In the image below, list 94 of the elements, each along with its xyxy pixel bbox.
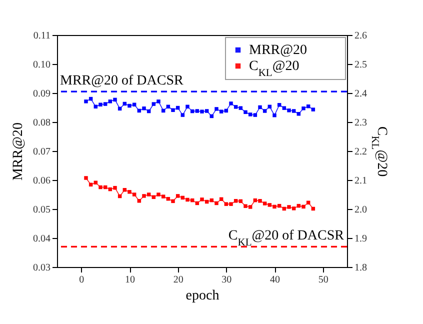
ref-line-label: MRR@20 of DACSR (60, 74, 184, 89)
point (238, 106, 243, 110)
point (176, 194, 180, 198)
point (132, 192, 136, 196)
point (214, 107, 218, 111)
point (224, 202, 228, 206)
point (282, 106, 286, 110)
x-axis-title: epoch (186, 288, 220, 304)
legend-label: MRR@20 (249, 43, 308, 58)
point (180, 113, 185, 117)
point (292, 109, 296, 113)
y-tick-label: 0.04 (33, 234, 50, 244)
point (287, 108, 291, 112)
point (214, 201, 218, 206)
point (128, 104, 132, 108)
point (248, 205, 252, 209)
point (296, 112, 301, 116)
y-tick-label: 0.11 (33, 30, 50, 42)
point (186, 104, 190, 108)
point (103, 102, 108, 106)
legend-label: C$_{KL}$@20 (249, 59, 300, 78)
y-tick-label: 0.06 (33, 176, 50, 186)
x-tick-label: 30 (222, 274, 232, 286)
point (234, 105, 238, 109)
point (306, 200, 310, 204)
point (108, 100, 112, 104)
x-tick-label: 40 (270, 274, 280, 286)
point (146, 192, 151, 196)
point (152, 195, 156, 199)
point (219, 110, 224, 114)
y2-tick-label: 2.5 (354, 60, 367, 70)
point (272, 113, 276, 118)
y2-tick-label: 1.8 (354, 262, 367, 274)
y2-tick-label: 2.4 (354, 88, 367, 100)
y-tick-label: 0.05 (33, 204, 50, 216)
point (142, 194, 146, 198)
y-tick-label: 0.10 (33, 60, 50, 70)
point (94, 180, 98, 184)
x-tick-label: 0 (79, 274, 84, 286)
point (128, 190, 132, 194)
y-tick-label: 0.07 (33, 146, 50, 158)
y-tick-label: 0.08 (33, 118, 50, 128)
point (229, 202, 233, 206)
point (277, 103, 282, 107)
point (311, 108, 316, 112)
point (98, 102, 102, 106)
point (262, 109, 267, 113)
y2-tick-label: 1.9 (354, 234, 367, 244)
point (156, 192, 160, 196)
y2-tick-label: 2.1 (354, 176, 367, 186)
point (84, 100, 88, 104)
point (186, 198, 190, 202)
point (248, 112, 252, 116)
point (262, 202, 267, 206)
point (161, 194, 166, 198)
x-tick-label: 20 (173, 274, 184, 286)
point (84, 176, 88, 180)
point (272, 204, 276, 209)
y2-tick-label: 2.3 (354, 118, 367, 128)
y2-tick-label: 2.2 (354, 146, 367, 158)
point (98, 185, 102, 190)
y2-tick-label: 2.6 (354, 30, 367, 42)
point (171, 108, 175, 112)
point (229, 102, 233, 106)
point (171, 199, 175, 204)
y-tick-label: 0.09 (33, 88, 50, 100)
point (258, 105, 262, 110)
point (204, 109, 209, 113)
y2-tick-label: 2.0 (354, 204, 367, 216)
point (132, 102, 136, 106)
point (287, 205, 291, 209)
point (142, 106, 146, 110)
point (234, 199, 238, 203)
x-tick-label: 10 (125, 274, 135, 286)
point (268, 203, 272, 207)
point (200, 110, 204, 114)
y-tick-label: 0.03 (33, 262, 50, 274)
point (200, 198, 204, 202)
point (302, 106, 306, 110)
point (302, 204, 306, 209)
point (137, 199, 142, 203)
x-tick-label: 50 (318, 274, 328, 286)
point (152, 102, 156, 106)
point (113, 186, 117, 190)
point (113, 98, 117, 102)
point (244, 110, 248, 114)
point (244, 204, 248, 208)
y-axis-title: MRR@20 (11, 122, 26, 181)
point (292, 206, 296, 210)
point (195, 109, 200, 113)
point (258, 199, 262, 203)
ref-line-label: C$_{KL}$@20 of DACSR (228, 228, 345, 248)
point (156, 100, 160, 104)
point (253, 113, 258, 117)
